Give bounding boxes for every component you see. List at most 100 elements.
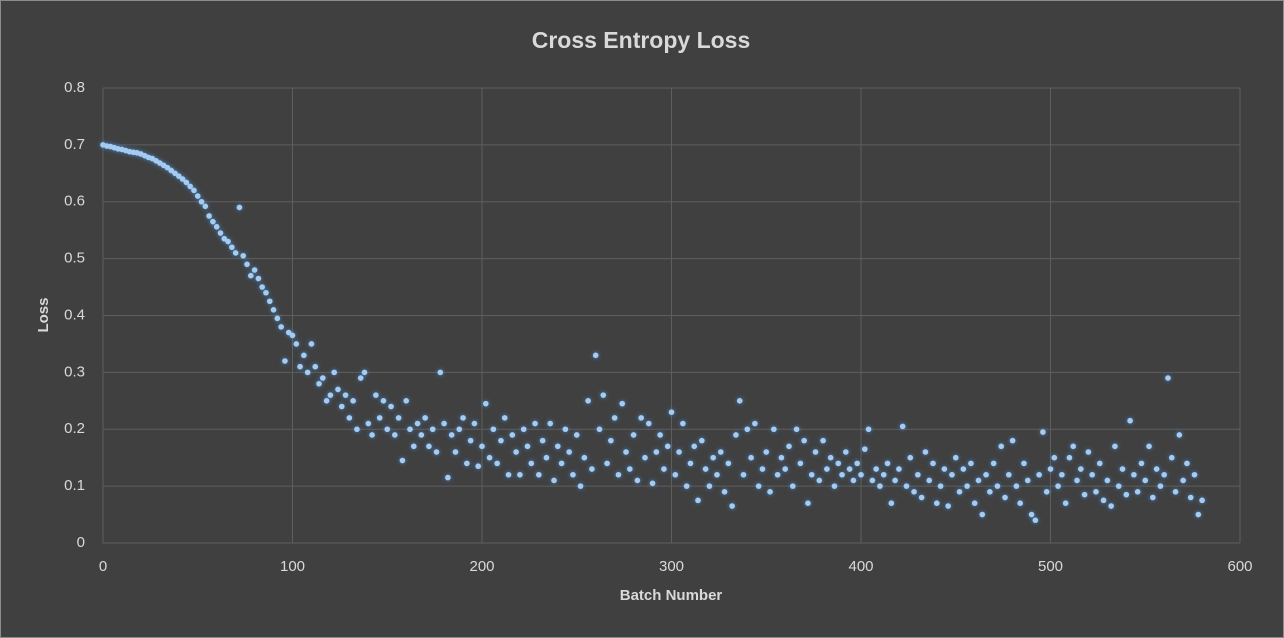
point (1191, 471, 1198, 478)
point (585, 398, 591, 404)
point (422, 415, 428, 421)
point (501, 415, 508, 421)
x-tick-label: 0 (99, 558, 107, 575)
point (861, 446, 868, 452)
point (1093, 489, 1099, 495)
point (930, 460, 936, 467)
point (589, 466, 595, 472)
point (1013, 483, 1020, 489)
point (600, 392, 607, 398)
point (1096, 460, 1103, 467)
point (941, 466, 948, 472)
point (926, 477, 933, 484)
point (418, 432, 425, 438)
point (710, 454, 716, 461)
y-axis-title: Loss (35, 297, 52, 332)
point (471, 420, 478, 427)
point (968, 460, 974, 467)
point (604, 460, 610, 467)
point (1021, 460, 1027, 467)
point (627, 466, 633, 472)
point (236, 204, 243, 211)
point (1104, 477, 1111, 484)
point (824, 466, 830, 472)
point (850, 477, 857, 484)
x-axis-title: Batch Number (620, 587, 723, 604)
point (486, 454, 493, 461)
point (520, 426, 527, 433)
point (327, 392, 334, 398)
point (634, 477, 641, 484)
point (1131, 471, 1137, 478)
point (206, 213, 212, 219)
point (532, 420, 538, 427)
point (1168, 454, 1175, 461)
point (445, 474, 451, 481)
point (892, 477, 898, 484)
point (1123, 491, 1130, 498)
point (248, 272, 254, 279)
point (566, 449, 572, 455)
point (426, 443, 432, 450)
point (308, 341, 315, 347)
point (854, 460, 861, 467)
point (1009, 437, 1016, 444)
point (1085, 449, 1092, 455)
point (619, 400, 626, 407)
point (562, 426, 569, 433)
point (676, 449, 682, 455)
point (994, 483, 1001, 489)
point (505, 471, 512, 478)
point (695, 497, 701, 504)
point (380, 398, 387, 404)
point (812, 449, 819, 455)
point (475, 463, 482, 470)
point (320, 375, 326, 381)
points (100, 142, 1205, 524)
point (623, 449, 629, 455)
point (661, 466, 667, 472)
point (733, 432, 739, 438)
point (494, 460, 500, 467)
point (740, 471, 747, 478)
point (482, 400, 489, 407)
point (1146, 443, 1152, 450)
point (774, 471, 781, 478)
point (714, 471, 720, 478)
point (903, 483, 910, 489)
point (369, 432, 375, 438)
point (464, 460, 470, 467)
point (934, 500, 940, 506)
point (225, 238, 231, 245)
point (983, 471, 989, 478)
point (899, 423, 906, 430)
point (1150, 494, 1156, 501)
y-tick-label: 0.6 (64, 193, 85, 210)
point (1134, 489, 1141, 495)
point (467, 437, 474, 444)
point (1161, 471, 1167, 478)
point (699, 437, 705, 444)
point (846, 466, 853, 472)
y-tick-label: 0.8 (64, 79, 85, 96)
point (399, 457, 406, 464)
point (293, 341, 300, 347)
point (1081, 491, 1088, 498)
point (1176, 432, 1183, 438)
point (949, 471, 955, 478)
point (259, 284, 265, 290)
point (880, 471, 887, 478)
point (1153, 466, 1160, 472)
point (558, 460, 565, 467)
point (1002, 494, 1008, 501)
point (229, 244, 235, 251)
point (680, 420, 686, 427)
point (509, 432, 516, 438)
point (858, 471, 864, 478)
point (312, 363, 319, 370)
point (729, 503, 735, 509)
point (1006, 471, 1012, 478)
